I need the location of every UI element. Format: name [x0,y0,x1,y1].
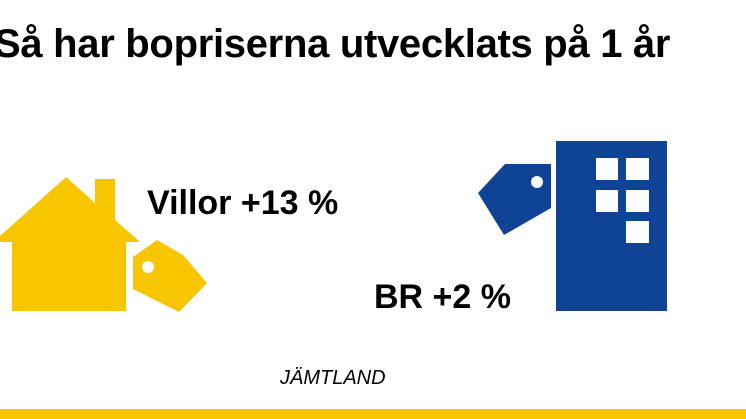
house-icon [0,177,140,311]
bottom-bar [0,409,746,419]
br-stat: BR +2 % [374,278,511,316]
headline: Så har bopriserna utvecklats på 1 år [0,22,671,66]
price-tag-icon [478,164,551,235]
region-label: JÄMTLAND [280,367,386,389]
price-tag-icon [133,240,207,312]
apartment-building-icon [556,141,667,311]
villor-stat: Villor +13 % [147,184,339,222]
